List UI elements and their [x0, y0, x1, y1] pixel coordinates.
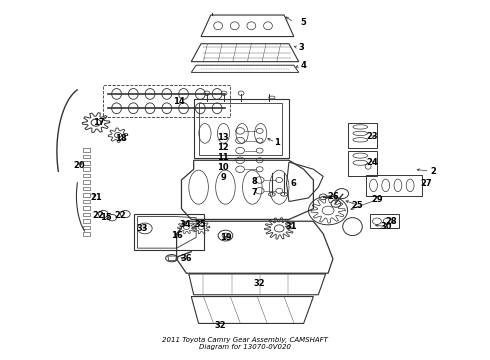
- Text: 16: 16: [171, 231, 182, 240]
- Text: 36: 36: [180, 255, 192, 264]
- Text: 27: 27: [420, 179, 432, 188]
- Text: 22: 22: [93, 211, 104, 220]
- Text: 23: 23: [366, 132, 378, 141]
- Bar: [103, 85, 230, 117]
- Text: 30: 30: [381, 222, 392, 231]
- Text: 13: 13: [217, 133, 229, 142]
- Text: 15: 15: [100, 213, 112, 222]
- Bar: [83, 174, 90, 177]
- Text: 3: 3: [298, 43, 304, 52]
- Text: 1: 1: [274, 138, 280, 147]
- Text: 26: 26: [327, 192, 339, 201]
- Bar: [347, 151, 377, 176]
- Text: 32: 32: [215, 321, 226, 330]
- Bar: [369, 214, 399, 228]
- Text: 17: 17: [93, 118, 104, 127]
- Text: 18: 18: [115, 134, 126, 143]
- Bar: [83, 213, 90, 216]
- Bar: [83, 167, 90, 171]
- Text: 32: 32: [254, 279, 266, 288]
- Bar: [83, 161, 90, 165]
- Text: 9: 9: [220, 173, 226, 182]
- Bar: [83, 154, 90, 158]
- Text: 21: 21: [90, 193, 102, 202]
- Text: 33: 33: [137, 224, 148, 233]
- Text: 2011 Toyota Camry Gear Assembly, CAMSHAFT
Diagram for 13070-0V020: 2011 Toyota Camry Gear Assembly, CAMSHAF…: [162, 337, 328, 350]
- Text: 4: 4: [301, 61, 307, 70]
- Bar: [366, 175, 422, 196]
- Text: 11: 11: [217, 153, 229, 162]
- Text: 19: 19: [220, 233, 231, 242]
- Text: 24: 24: [366, 158, 378, 167]
- Text: 28: 28: [386, 217, 397, 226]
- Bar: [83, 226, 90, 229]
- Bar: [83, 180, 90, 184]
- Bar: [83, 187, 90, 190]
- Text: 14: 14: [173, 96, 185, 105]
- Bar: [83, 193, 90, 197]
- Text: 25: 25: [351, 201, 363, 210]
- Text: 10: 10: [217, 163, 229, 172]
- Text: 22: 22: [115, 211, 126, 220]
- Text: 12: 12: [217, 143, 229, 152]
- Text: 20: 20: [73, 161, 85, 170]
- Text: 5: 5: [301, 18, 307, 27]
- Text: 31: 31: [286, 222, 297, 231]
- Text: 29: 29: [371, 195, 383, 204]
- Bar: [347, 123, 377, 148]
- Text: 8: 8: [252, 177, 258, 186]
- Text: 6: 6: [291, 179, 297, 188]
- Text: 2: 2: [430, 167, 436, 176]
- Bar: [83, 206, 90, 210]
- Bar: [83, 219, 90, 223]
- Text: 35: 35: [194, 220, 206, 229]
- Bar: [83, 232, 90, 235]
- Bar: [134, 214, 204, 250]
- Bar: [83, 148, 90, 152]
- Bar: [194, 99, 289, 158]
- Text: 7: 7: [252, 188, 258, 197]
- Text: 34: 34: [179, 220, 191, 229]
- Bar: [83, 200, 90, 203]
